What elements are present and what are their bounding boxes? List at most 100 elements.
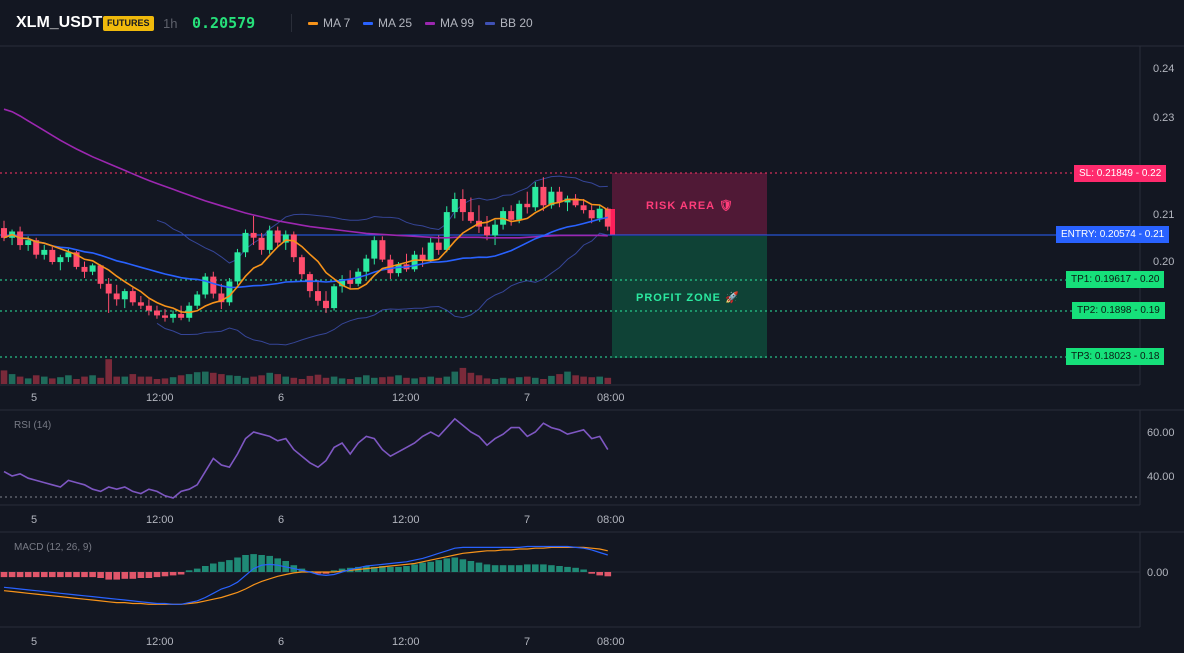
time-tick-4: 7 — [524, 392, 530, 404]
macd-hist-bar — [145, 572, 153, 578]
macd-hist-bar — [443, 558, 451, 572]
macd-hist-bar — [604, 572, 612, 577]
header-divider — [291, 14, 292, 32]
volume-bar — [145, 376, 153, 384]
macd-hist-bar — [314, 572, 322, 574]
macd-hist-bar — [153, 572, 161, 578]
candle — [266, 225, 273, 254]
candle — [113, 284, 120, 306]
macd-hist-bar — [580, 569, 587, 572]
volume-bar — [242, 377, 249, 384]
ma99-line — [3, 108, 608, 239]
candle-body — [435, 242, 442, 250]
volume-bar — [524, 376, 531, 384]
legend-bb20[interactable]: BB 20 — [485, 16, 533, 30]
volume-bar — [515, 377, 523, 384]
candle — [274, 226, 281, 248]
candle-body — [282, 234, 289, 243]
volume-bar — [89, 375, 96, 384]
macd-histogram — [0, 554, 612, 580]
macd-hist-bar — [532, 564, 539, 572]
volume-bar — [193, 372, 201, 384]
macd-hist-bar — [169, 572, 177, 576]
macd-hist-bar — [427, 561, 434, 572]
volume-bar — [169, 377, 177, 384]
volume-bar — [346, 379, 354, 384]
macd-hist-bar — [73, 572, 80, 578]
time-tick-5: 08:00 — [597, 392, 625, 404]
candle — [154, 305, 160, 319]
volume-bar — [556, 374, 563, 384]
volume-bar — [185, 374, 193, 384]
macd-hist-bar — [387, 566, 394, 572]
candle-body — [379, 240, 386, 260]
candle — [492, 219, 499, 246]
candle — [41, 245, 48, 260]
macd-hist-bar — [507, 565, 515, 572]
macd-hist-bar — [548, 565, 555, 572]
rsi-time-tick-3: 12:00 — [392, 514, 420, 526]
candle-body — [65, 252, 72, 258]
candle-body — [234, 252, 241, 282]
macd-hist-bar — [250, 554, 257, 572]
legend-ma7[interactable]: MA 7 — [308, 16, 350, 30]
macd-hist-bar — [185, 570, 193, 572]
volume-bar — [234, 375, 241, 384]
candle-body — [580, 205, 587, 211]
candle — [298, 254, 305, 279]
candle — [524, 191, 531, 214]
volume-bar — [596, 376, 603, 384]
candle — [170, 310, 177, 323]
candle-body — [306, 274, 313, 292]
tp3-tag-axis: 0.18 — [1139, 351, 1160, 362]
candle — [9, 229, 16, 246]
candle-body — [226, 281, 233, 303]
legend-ma99[interactable]: MA 99 — [425, 16, 474, 30]
volume-bar — [306, 375, 314, 384]
bb-lower-line — [156, 232, 608, 346]
candle-body — [178, 313, 185, 318]
volume-bar — [49, 378, 56, 384]
volume-bar — [218, 374, 225, 384]
symbol-name[interactable]: XLM_USDT — [16, 14, 103, 31]
candle — [145, 299, 152, 316]
timeframe-label[interactable]: 1h — [163, 16, 178, 31]
volume-bar — [419, 377, 426, 384]
volume-bar — [354, 377, 362, 384]
macd-hist-bar — [193, 568, 201, 572]
candle-body — [290, 234, 297, 258]
volume-bar — [250, 376, 257, 384]
volume-bar — [32, 375, 40, 384]
candle-body — [524, 203, 531, 208]
macd-hist-bar — [564, 566, 571, 572]
candle — [242, 229, 249, 258]
volume-bar — [475, 375, 483, 384]
tp2-tag: TP2: 0.1898 - 0.19 — [1072, 302, 1165, 319]
candle — [162, 309, 168, 322]
candle-body — [154, 310, 160, 316]
macd-hist-bar — [491, 565, 499, 572]
volume-bar — [322, 377, 330, 384]
volume-bar — [363, 375, 370, 384]
entry-tag: ENTRY: 0.20574 - 0.21 — [1056, 226, 1170, 243]
candle-body — [242, 232, 249, 253]
candle-body — [596, 208, 603, 219]
volume-bar — [298, 379, 306, 384]
candle — [379, 236, 386, 263]
candle — [234, 248, 241, 285]
ma25-line — [3, 216, 608, 289]
candle-body — [137, 302, 144, 306]
candle — [339, 275, 346, 293]
candle — [290, 231, 297, 263]
candle-body — [451, 199, 458, 213]
macd-hist-bar — [210, 563, 217, 572]
legend-ma25[interactable]: MA 25 — [363, 16, 412, 30]
candle — [121, 288, 128, 309]
candle — [194, 291, 201, 310]
macd-hist-bar — [338, 568, 346, 572]
macd-time-tick-4: 7 — [524, 636, 530, 648]
candle — [508, 205, 515, 226]
candle — [97, 264, 104, 289]
volume-bar — [16, 376, 24, 384]
